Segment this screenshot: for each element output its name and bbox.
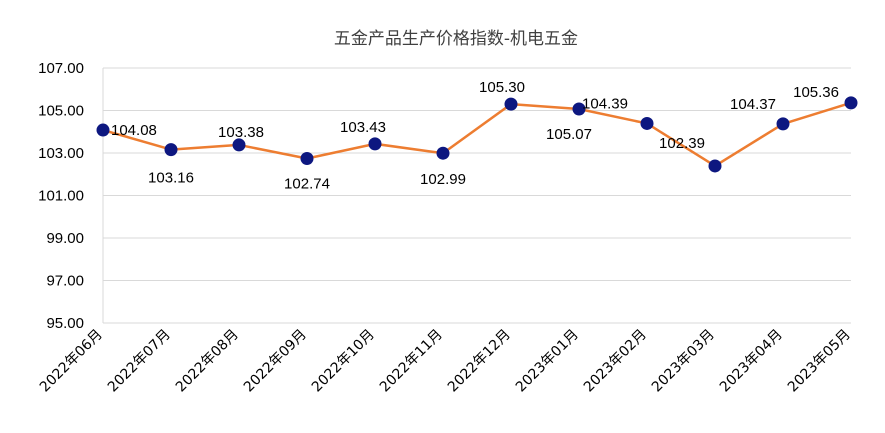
- data-label: 102.74: [284, 176, 330, 193]
- data-point: [844, 96, 858, 110]
- data-point: [300, 152, 314, 166]
- data-label: 103.16: [148, 170, 194, 187]
- x-tick-label: 2023年04月: [717, 327, 786, 396]
- data-label: 104.08: [111, 122, 157, 139]
- x-tick-label: 2022年11月: [377, 327, 446, 396]
- data-label: 104.39: [582, 95, 628, 112]
- y-tick-label: 97.00: [46, 273, 84, 290]
- data-label: 103.43: [340, 119, 386, 136]
- data-point: [164, 143, 178, 157]
- x-tick-label: 2022年12月: [445, 327, 514, 396]
- data-point: [708, 159, 722, 173]
- data-point: [368, 137, 382, 151]
- data-label: 105.36: [793, 84, 839, 101]
- x-tick-label: 2022年06月: [37, 327, 106, 396]
- data-label: 104.37: [730, 96, 776, 113]
- series-line-group: [102, 101, 852, 168]
- x-tick-label: 2023年02月: [581, 327, 650, 396]
- y-tick-label: 95.00: [46, 315, 84, 332]
- data-point: [436, 146, 450, 160]
- x-tick-label: 2023年01月: [513, 327, 582, 396]
- x-tick-label: 2022年10月: [309, 327, 378, 396]
- data-points: [96, 96, 858, 173]
- x-tick-label: 2023年03月: [649, 327, 718, 396]
- data-point: [776, 117, 790, 131]
- y-tick-label: 105.00: [38, 103, 84, 120]
- chart-title: 五金产品生产价格指数-机电五金: [334, 29, 578, 49]
- data-label: 103.38: [218, 124, 264, 141]
- data-label: 105.30: [479, 79, 525, 96]
- data-label: 102.39: [659, 135, 705, 152]
- data-point: [232, 138, 246, 152]
- data-labels: 104.08 103.16 103.38 102.74 103.43 102.99 105.…: [111, 79, 839, 192]
- data-point: [640, 116, 654, 130]
- gridlines: [102, 67, 851, 324]
- y-tick-label: 103.00: [38, 145, 84, 162]
- x-tick-label: 2022年08月: [173, 327, 242, 396]
- data-point: [96, 123, 110, 137]
- y-tick-label: 107.00: [38, 60, 84, 77]
- x-tick-label: 2022年07月: [105, 327, 174, 396]
- x-tick-label: 2023年05月: [785, 327, 854, 396]
- data-point: [504, 97, 518, 111]
- data-point: [572, 102, 586, 116]
- x-tick-label: 2022年09月: [241, 327, 310, 396]
- series-line: [102, 101, 852, 168]
- y-tick-label: 99.00: [46, 230, 84, 247]
- y-tick-label: 101.00: [38, 188, 84, 205]
- y-axis-ticks: 95.00 97.00 99.00 101.00 103.00 105.00 107.00: [38, 60, 84, 332]
- x-axis-ticks: 2022年06月 2022年07月 2022年08月 2022年09月 2022年10月…: [37, 327, 854, 396]
- data-label: 102.99: [420, 171, 466, 188]
- data-label: 105.07: [546, 126, 592, 143]
